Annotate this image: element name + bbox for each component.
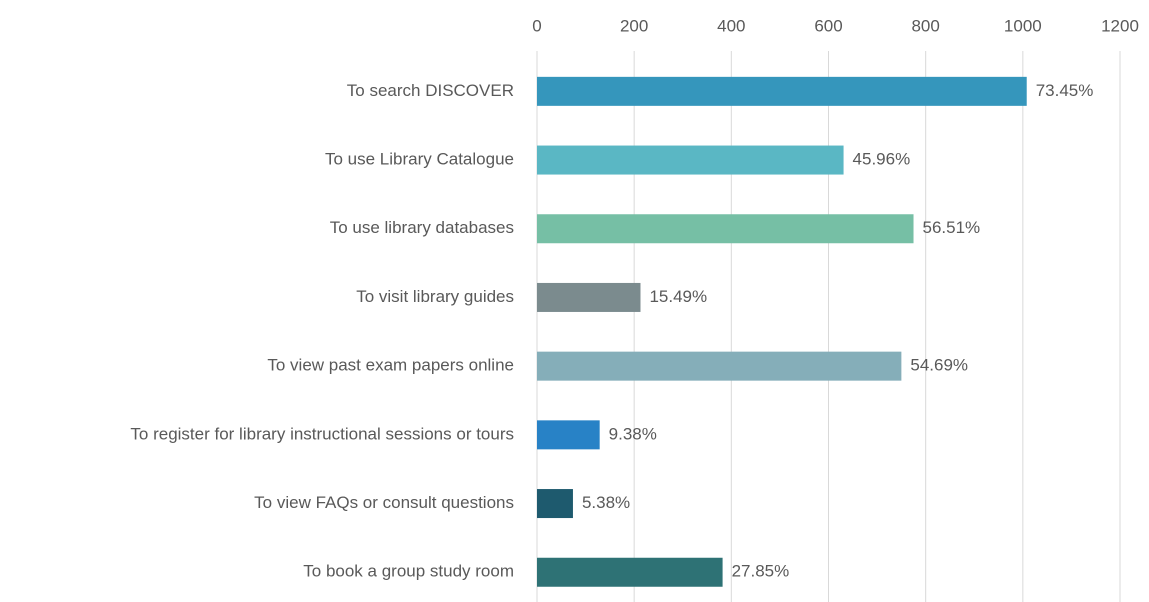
data-label: 56.51% [923,218,981,237]
y-tick-label: To book a group study room [303,562,514,581]
data-label: 73.45% [1036,81,1094,100]
y-tick-label: To visit library guides [356,287,514,306]
bar [537,76,1027,106]
data-label: 45.96% [853,150,911,169]
data-label: 54.69% [910,356,968,375]
x-tick-label: 600 [814,16,842,35]
data-label: 15.49% [649,287,707,306]
x-tick-label: 200 [620,16,648,35]
bar [537,557,723,587]
y-tick-label: To use Library Catalogue [325,150,514,169]
x-tick-label: 0 [532,16,541,35]
bar [537,489,573,519]
data-label: 5.38% [582,493,630,512]
x-tick-label: 800 [911,16,939,35]
data-label: 27.85% [732,562,790,581]
bar [537,145,844,175]
y-tick-label: To register for library instructional se… [130,424,514,443]
bar [537,420,600,450]
y-tick-label: To search DISCOVER [347,81,514,100]
x-tick-label: 1000 [1004,16,1042,35]
bar [537,351,902,381]
x-tick-label: 1200 [1101,16,1139,35]
y-tick-label: To use library databases [330,218,514,237]
y-tick-label: To view past exam papers online [267,356,514,375]
bar [537,214,914,244]
data-label: 9.38% [609,424,657,443]
y-tick-label: To view FAQs or consult questions [254,493,514,512]
x-tick-label: 400 [717,16,745,35]
bar [537,282,641,312]
